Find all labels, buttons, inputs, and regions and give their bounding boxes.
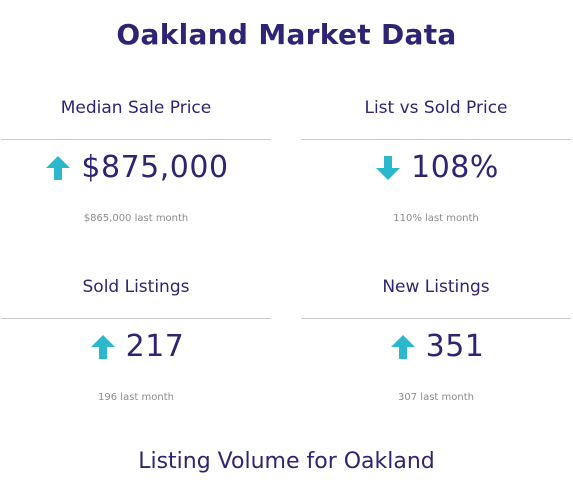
metric-value: 217	[125, 329, 185, 364]
last-month-value: $865,000 last month	[83, 213, 189, 224]
metric-value: 108%	[411, 150, 499, 185]
arrow-up-icon	[43, 153, 73, 183]
arrow-up-icon	[388, 332, 418, 362]
arrow-up-icon	[88, 332, 118, 362]
last-month-value: 307 last month	[398, 392, 474, 403]
median-sale-price-card: Median Sale Price $875,000 $865,000 last…	[1, 94, 271, 224]
value-row: 217	[1, 327, 271, 367]
last-month-value: 196 last month	[98, 392, 174, 403]
metric-value: 351	[425, 329, 485, 364]
value-row: 351	[301, 327, 571, 367]
card-title: Sold Listings	[82, 277, 190, 297]
card-title: Median Sale Price	[60, 98, 212, 118]
value-row: 108%	[301, 148, 571, 188]
card-title: List vs Sold Price	[364, 98, 508, 118]
listing-volume-heading: Listing Volume for Oakland	[138, 449, 435, 474]
divider	[1, 139, 271, 140]
new-listings-card: New Listings 351 307 last month	[301, 273, 571, 403]
divider	[301, 139, 571, 140]
value-row: $875,000	[1, 148, 271, 188]
metric-value: $875,000	[81, 150, 229, 185]
last-month-value: 110% last month	[393, 213, 479, 224]
card-title: New Listings	[382, 277, 490, 297]
arrow-down-icon	[373, 153, 403, 183]
divider	[1, 318, 271, 319]
divider	[301, 318, 571, 319]
page-title: Oakland Market Data	[116, 18, 457, 51]
list-vs-sold-price-card: List vs Sold Price 108% 110% last month	[301, 94, 571, 224]
sold-listings-card: Sold Listings 217 196 last month	[1, 273, 271, 403]
